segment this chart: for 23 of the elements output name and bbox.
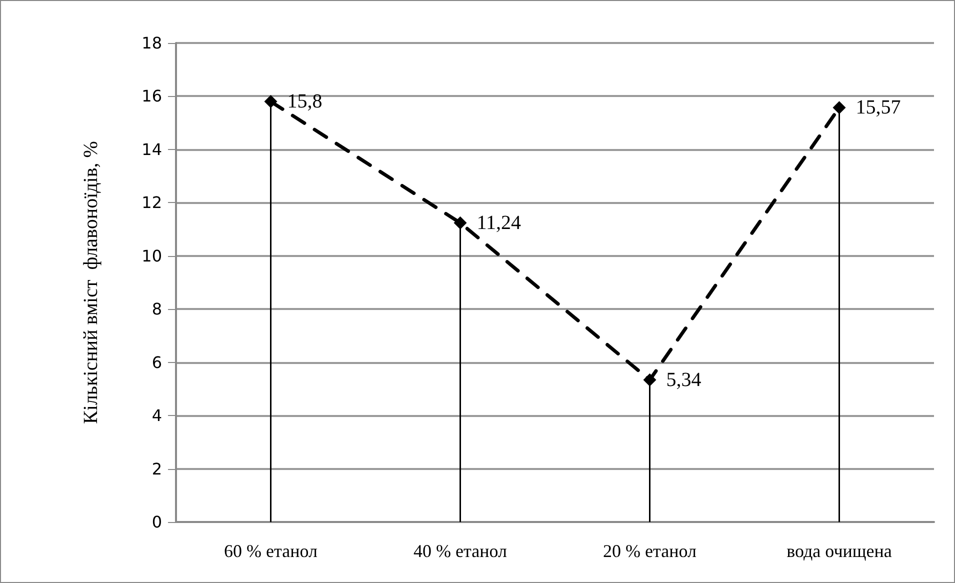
data-label: 11,24 xyxy=(476,212,522,234)
point xyxy=(832,101,846,114)
y-tick-label: 12 xyxy=(142,193,162,212)
x-tick-label: вода очищена xyxy=(786,541,892,561)
x-tick-label: 60 % етанол xyxy=(224,541,318,561)
y-tick-label: 0 xyxy=(152,512,162,532)
point xyxy=(454,216,467,230)
y-tick-label: 8 xyxy=(152,300,162,319)
y-axis-title: Кількісний вміст флавоноїдів, % xyxy=(80,141,102,424)
y-tick-label: 10 xyxy=(142,246,162,266)
y-tick-label: 4 xyxy=(152,406,162,426)
y-tick-label: 18 xyxy=(142,34,162,52)
y-tick-label: 6 xyxy=(152,352,162,372)
y-tick-label: 14 xyxy=(142,140,162,159)
x-tick-label: 40 % етанол xyxy=(414,541,507,561)
y-tick-label: 2 xyxy=(152,459,162,478)
y-tick-label: 16 xyxy=(142,86,162,106)
point xyxy=(643,373,656,386)
data-label: 15,8 xyxy=(287,90,322,113)
data-label: 5,34 xyxy=(666,368,702,391)
data-label: 15,57 xyxy=(856,96,901,119)
x-tick-label: 20 % етанол xyxy=(603,541,696,561)
point xyxy=(264,95,278,108)
